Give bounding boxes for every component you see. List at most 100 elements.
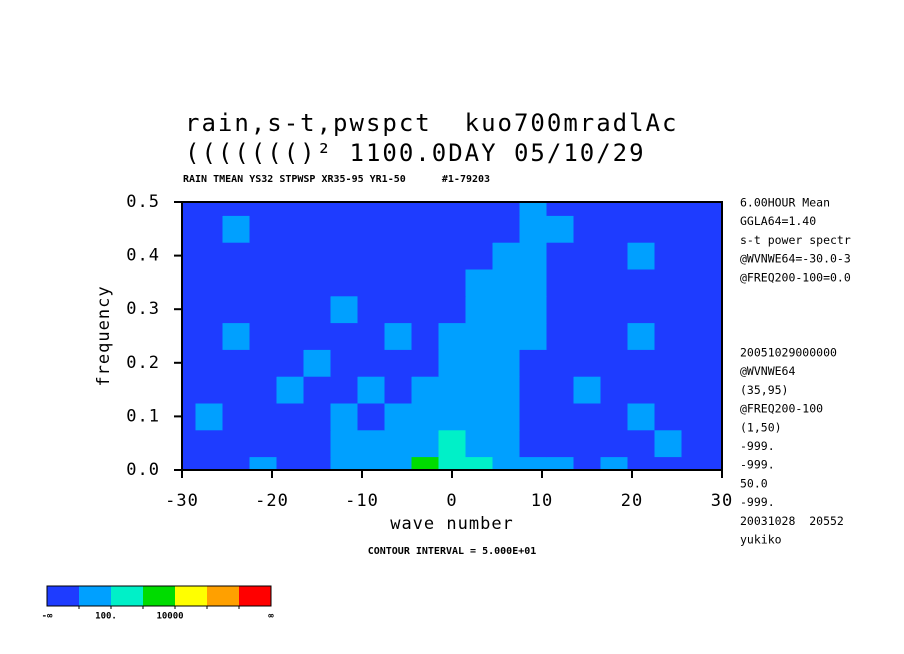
- cell: [681, 215, 709, 243]
- cell: [573, 322, 601, 350]
- cell: [303, 295, 331, 324]
- cell: [195, 322, 223, 350]
- cell: [411, 429, 439, 458]
- cell: [438, 403, 466, 431]
- cell: [573, 269, 601, 297]
- cell: [519, 322, 547, 350]
- cell: [465, 403, 493, 431]
- info-line: 6.00HOUR Mean: [740, 196, 830, 210]
- cell: [492, 376, 520, 404]
- cell: [276, 295, 304, 324]
- cell: [546, 403, 574, 431]
- cell: [222, 322, 250, 350]
- cell: [384, 269, 412, 297]
- x-tick-label: 30: [711, 491, 733, 511]
- cell: [654, 322, 682, 350]
- cell: [708, 456, 723, 471]
- colorbar-label: -∞: [42, 612, 53, 622]
- cell: [276, 269, 304, 297]
- cell: [195, 456, 223, 471]
- cell: [411, 376, 439, 404]
- cell: [492, 215, 520, 243]
- cell: [708, 322, 723, 350]
- cell: [330, 403, 358, 431]
- cell: [573, 349, 601, 377]
- colorbar-box: [47, 586, 79, 606]
- cell: [600, 242, 628, 270]
- cell: [708, 202, 723, 216]
- cell: [182, 202, 196, 216]
- cell: [519, 215, 547, 243]
- cell: [411, 349, 439, 377]
- cell: [600, 403, 628, 431]
- cell: [519, 202, 547, 216]
- cell: [708, 429, 723, 458]
- cell: [330, 269, 358, 297]
- cell: [195, 349, 223, 377]
- cell: [681, 403, 709, 431]
- cell: [330, 295, 358, 324]
- y-tick-label: 0.1: [126, 406, 160, 426]
- cell: [708, 376, 723, 404]
- cell: [357, 456, 385, 471]
- cell: [627, 456, 655, 471]
- info-line: @FREQ200-100: [740, 402, 823, 416]
- cell: [573, 429, 601, 458]
- cell: [492, 322, 520, 350]
- cell: [438, 349, 466, 377]
- cell: [627, 376, 655, 404]
- cell: [546, 269, 574, 297]
- cell: [438, 215, 466, 243]
- cell: [519, 242, 547, 270]
- chart-title: rain,s-t,pwspct kuo700mradlAc: [185, 109, 678, 137]
- cell: [411, 322, 439, 350]
- colorbar-box: [239, 586, 271, 606]
- cell: [465, 376, 493, 404]
- cell: [182, 456, 196, 471]
- cell: [654, 429, 682, 458]
- cell: [681, 202, 709, 216]
- cell: [681, 322, 709, 350]
- cell: [465, 322, 493, 350]
- y-tick-label: 0.4: [126, 246, 160, 266]
- colorbar-label: ∞: [268, 612, 274, 622]
- cell: [708, 295, 723, 324]
- cell: [222, 269, 250, 297]
- y-tick-label: 0.5: [126, 192, 160, 212]
- info-line: 20051029000000: [740, 346, 837, 360]
- y-tick-label: 0.0: [126, 460, 160, 480]
- cell: [330, 456, 358, 471]
- cell: [600, 376, 628, 404]
- cell: [276, 376, 304, 404]
- cell: [438, 429, 466, 458]
- colorbar-label: 100.: [95, 612, 117, 622]
- cell: [681, 456, 709, 471]
- cell: [249, 242, 277, 270]
- cell: [465, 269, 493, 297]
- cell: [519, 376, 547, 404]
- x-tick-label: 0: [446, 491, 457, 511]
- cell: [384, 376, 412, 404]
- cell: [384, 295, 412, 324]
- cell: [195, 215, 223, 243]
- cell: [438, 242, 466, 270]
- cell: [276, 456, 304, 471]
- cell: [438, 269, 466, 297]
- cell: [492, 295, 520, 324]
- cell: [303, 349, 331, 377]
- cell: [411, 269, 439, 297]
- cell: [654, 242, 682, 270]
- cell: [573, 456, 601, 471]
- cell: [708, 215, 723, 243]
- footer: CONTOUR INTERVAL = 5.000E+01: [368, 546, 537, 557]
- info-line: @FREQ200-100=0.0: [740, 270, 851, 284]
- cell: [303, 403, 331, 431]
- info-line: yukiko: [740, 533, 782, 547]
- cell: [276, 403, 304, 431]
- cell: [222, 429, 250, 458]
- cell: [303, 215, 331, 243]
- cell: [546, 295, 574, 324]
- cell: [627, 202, 655, 216]
- cell: [492, 242, 520, 270]
